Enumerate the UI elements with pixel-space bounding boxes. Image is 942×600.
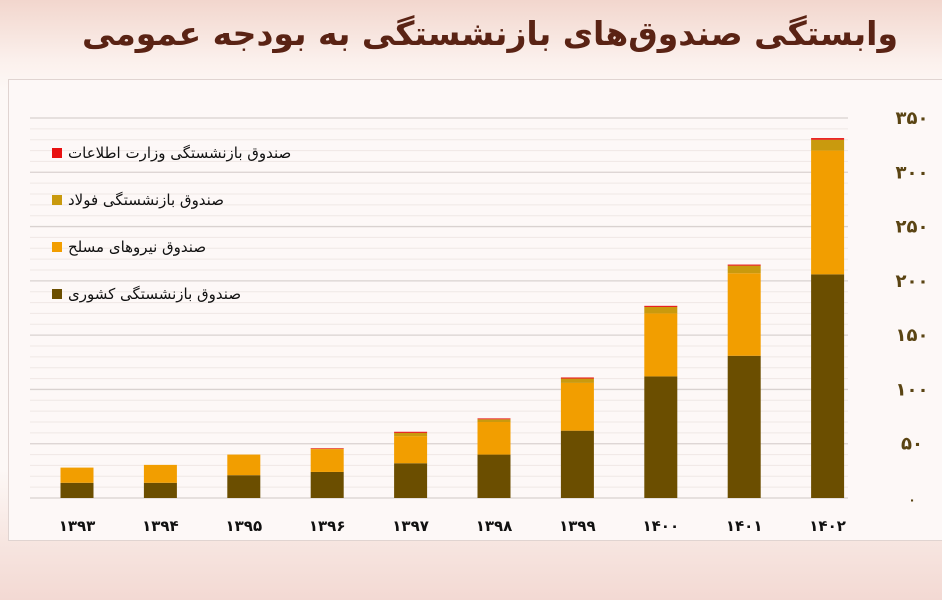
y-tick-label: ۱۵۰ xyxy=(896,325,929,346)
bar-segment xyxy=(727,265,761,274)
bar-segment xyxy=(394,436,428,464)
y-tick-label: ۰ xyxy=(908,493,915,507)
x-tick-label: ۱۳۹۴ xyxy=(142,517,179,535)
bar-segment xyxy=(644,376,678,498)
x-tick-label: ۱۳۹۵ xyxy=(225,517,262,535)
bar-segment xyxy=(727,264,761,266)
bar-segment xyxy=(310,448,344,449)
legend-swatch xyxy=(52,289,62,299)
x-tick-label: ۱۳۹۷ xyxy=(392,517,429,535)
legend-swatch xyxy=(52,242,62,252)
bar-segment xyxy=(560,377,594,379)
bar-segment xyxy=(394,432,428,437)
bar-segment xyxy=(727,273,761,356)
y-tick-label: ۵۰ xyxy=(901,434,923,455)
x-tick-label: ۱۳۹۶ xyxy=(309,517,346,535)
bar-segment xyxy=(477,419,511,422)
bar-segment xyxy=(394,431,428,433)
chart-area xyxy=(8,79,942,541)
bar-segment xyxy=(727,355,761,498)
bar-segment xyxy=(310,448,344,450)
bar-segment xyxy=(60,467,94,483)
bar-segment xyxy=(560,378,594,383)
bar-segment xyxy=(477,454,511,498)
bar-segment xyxy=(644,306,678,314)
x-tick-label: ۱۴۰۱ xyxy=(726,517,763,535)
bar-segment xyxy=(811,274,845,498)
bar-segment xyxy=(227,454,261,476)
y-tick-label: ۳۵۰ xyxy=(896,108,929,129)
bar-segment xyxy=(644,313,678,377)
bar-segment xyxy=(477,422,511,455)
x-tick-label: ۱۳۹۳ xyxy=(59,517,96,535)
x-tick-label: ۱۳۹۸ xyxy=(476,517,513,535)
bar-segment xyxy=(143,464,177,483)
bar-segment xyxy=(394,463,428,498)
bar-segment xyxy=(60,482,94,498)
legend-item: صندوق بازنشستگی کشوری xyxy=(52,285,241,303)
legend-swatch xyxy=(52,148,62,158)
bar-segment xyxy=(310,449,344,472)
legend-item: صندوق نیروهای مسلح xyxy=(52,238,206,256)
y-tick-label: ۳۰۰ xyxy=(896,162,929,183)
y-tick-label: ۲۰۰ xyxy=(896,271,929,292)
bar-segment xyxy=(811,150,845,275)
chart-title: وابستگی صندوق‌های بازنشستگی به بودجه عمو… xyxy=(81,14,898,53)
bar-segment xyxy=(227,475,261,498)
bar-segment xyxy=(644,305,678,307)
bar-segment xyxy=(310,471,344,498)
y-tick-label: ۱۰۰ xyxy=(896,379,929,400)
bar-segment xyxy=(560,430,594,498)
y-tick-label: ۲۵۰ xyxy=(896,217,929,238)
legend-item: صندوق بازنشستگی فولاد xyxy=(52,191,224,209)
legend-label: صندوق بازنشستگی فولاد xyxy=(68,191,224,209)
legend-item: صندوق بازنشستگی وزارت اطلاعات xyxy=(52,144,291,162)
bar-segment xyxy=(560,382,594,431)
x-tick-label: ۱۴۰۲ xyxy=(809,517,846,535)
bar-segment xyxy=(143,482,177,498)
bar-segment xyxy=(477,418,511,420)
x-tick-label: ۱۳۹۹ xyxy=(559,517,596,535)
legend-label: صندوق بازنشستگی کشوری xyxy=(68,285,242,303)
bar-segment xyxy=(811,139,845,151)
legend-label: صندوق بازنشستگی وزارت اطلاعات xyxy=(68,144,292,162)
x-tick-label: ۱۴۰۰ xyxy=(642,517,679,535)
bar-segment xyxy=(811,138,845,140)
legend-swatch xyxy=(52,195,62,205)
legend-label: صندوق نیروهای مسلح xyxy=(68,238,207,256)
